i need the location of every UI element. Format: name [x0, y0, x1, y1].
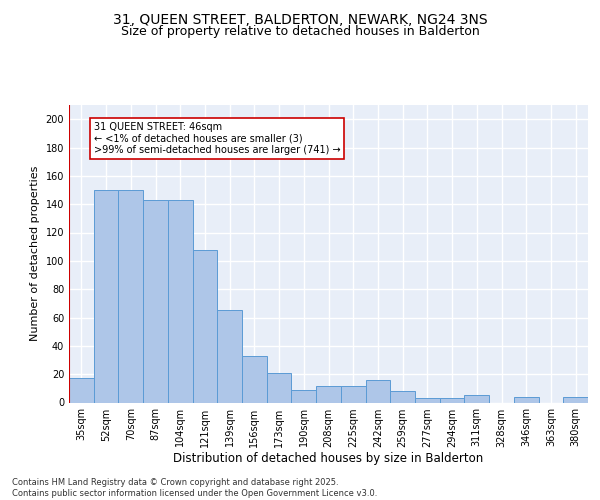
Bar	[390, 391, 415, 402]
Y-axis label: Number of detached properties: Number of detached properties	[30, 166, 40, 342]
Bar	[365, 380, 390, 402]
Bar	[143, 200, 168, 402]
X-axis label: Distribution of detached houses by size in Balderton: Distribution of detached houses by size …	[173, 452, 484, 466]
Text: Contains HM Land Registry data © Crown copyright and database right 2025.
Contai: Contains HM Land Registry data © Crown c…	[12, 478, 377, 498]
Bar	[440, 398, 464, 402]
Bar	[217, 310, 242, 402]
Bar	[316, 386, 341, 402]
Bar	[415, 398, 440, 402]
Bar	[563, 397, 588, 402]
Text: 31, QUEEN STREET, BALDERTON, NEWARK, NG24 3NS: 31, QUEEN STREET, BALDERTON, NEWARK, NG2…	[113, 12, 487, 26]
Bar	[514, 397, 539, 402]
Bar	[193, 250, 217, 402]
Bar	[464, 396, 489, 402]
Bar	[341, 386, 365, 402]
Bar	[168, 200, 193, 402]
Bar	[242, 356, 267, 403]
Bar	[267, 373, 292, 402]
Bar	[292, 390, 316, 402]
Bar	[94, 190, 118, 402]
Text: 31 QUEEN STREET: 46sqm
← <1% of detached houses are smaller (3)
>99% of semi-det: 31 QUEEN STREET: 46sqm ← <1% of detached…	[94, 122, 340, 155]
Bar	[69, 378, 94, 402]
Bar	[118, 190, 143, 402]
Text: Size of property relative to detached houses in Balderton: Size of property relative to detached ho…	[121, 25, 479, 38]
